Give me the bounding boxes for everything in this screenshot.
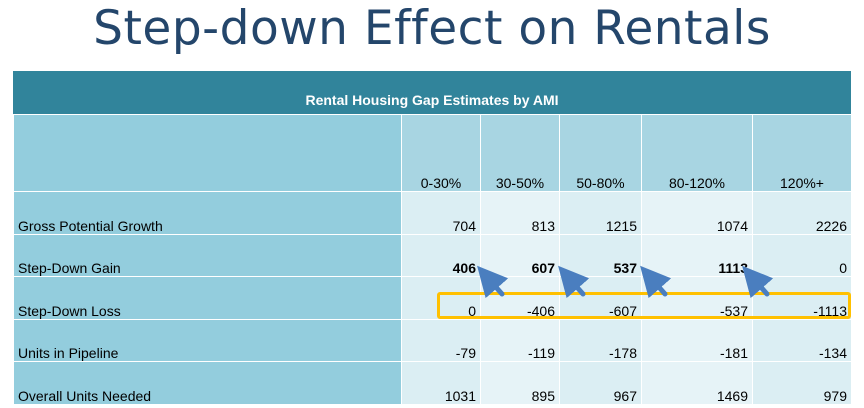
row-label: Step-Down Loss	[13, 276, 402, 320]
table-cell: 813	[480, 191, 560, 235]
column-header: 0-30%	[401, 114, 481, 192]
arrow-up-left-icon	[742, 265, 774, 299]
column-header-row: 0-30% 30-50% 50-80% 80-120% 120%+	[13, 114, 852, 192]
column-header: 120%+	[752, 114, 852, 192]
table-cell: -134	[752, 318, 852, 363]
column-header: 50-80%	[559, 114, 642, 192]
table-cell: -178	[559, 318, 642, 363]
table-cell: 967	[559, 361, 642, 405]
rental-gap-table: Rental Housing Gap Estimates by AMI 0-30…	[13, 71, 852, 405]
table-cell: 406	[401, 233, 481, 278]
table-row: Step-Down Gain 406 607 537 1113 0	[13, 233, 852, 278]
table-title: Rental Housing Gap Estimates by AMI	[13, 71, 851, 114]
corner-cell	[13, 114, 402, 192]
table-cell: 704	[401, 191, 481, 235]
table-cell: 1074	[641, 191, 753, 235]
column-header: 80-120%	[641, 114, 753, 192]
table-cell: -181	[641, 318, 753, 363]
table-cell: 1215	[559, 191, 642, 235]
row-label: Overall Units Needed	[13, 361, 402, 405]
table-cell: -119	[480, 318, 560, 363]
table-row: Overall Units Needed 1031 895 967 1469 9…	[13, 361, 852, 405]
row-label: Step-Down Gain	[13, 233, 402, 278]
column-header: 30-50%	[480, 114, 560, 192]
table-row: Gross Potential Growth 704 813 1215 1074…	[13, 191, 852, 235]
table-cell: 0	[401, 276, 481, 320]
arrow-up-left-icon	[558, 265, 590, 299]
table-cell: 895	[480, 361, 560, 405]
row-label: Units in Pipeline	[13, 318, 402, 363]
table-row: Units in Pipeline -79 -119 -178 -181 -13…	[13, 318, 852, 363]
arrow-up-left-icon	[477, 265, 509, 299]
table-cell: 1031	[401, 361, 481, 405]
arrow-up-left-icon	[640, 265, 672, 299]
row-label: Gross Potential Growth	[13, 191, 402, 235]
table-grid: 0-30% 30-50% 50-80% 80-120% 120%+ Gross …	[13, 114, 852, 405]
table-cell: 979	[752, 361, 852, 405]
slide-title: Step-down Effect on Rentals	[93, 1, 771, 56]
table-cell: 1469	[641, 361, 753, 405]
table-cell: -79	[401, 318, 481, 363]
